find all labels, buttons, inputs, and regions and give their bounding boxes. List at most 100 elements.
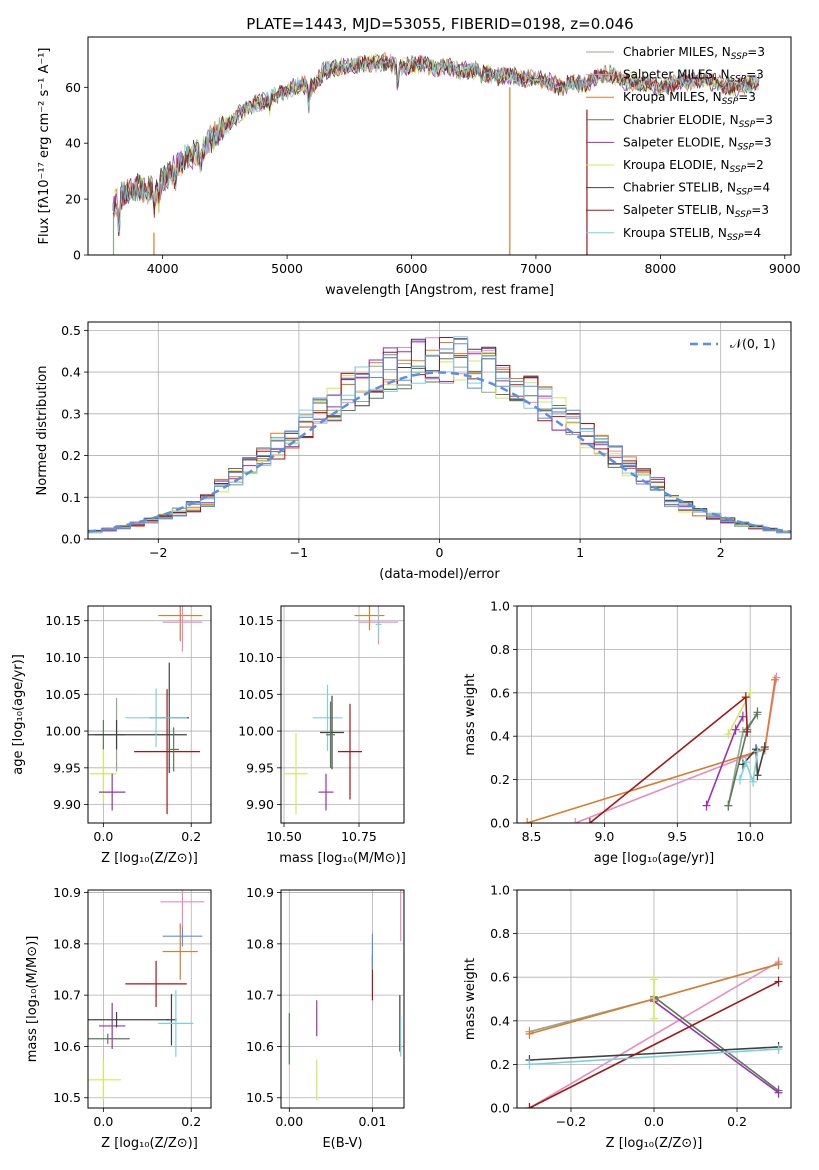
age_vs_Z-ylabel: age [log₁₀(age/yr)] — [11, 654, 26, 775]
y-tick-label: 1.0 — [490, 883, 510, 898]
mass_vs_ebv-axes: 0.00 0.01 10.5 10.6 10.7 10.8 10.9 E(B-V) — [246, 885, 405, 1151]
spectrum-marks — [112, 51, 760, 255]
spectrum-xlabel: wavelength [Angstrom, rest frame] — [325, 283, 554, 298]
legend-entry: Salpeter MILES, NSSP=3 — [623, 68, 764, 85]
figure-title: PLATE=1443, MJD=53055, FIBERID=0198, z=0… — [246, 15, 633, 33]
y-tick-label: 10.15 — [45, 613, 81, 628]
y-tick-label: 0.5 — [61, 323, 81, 338]
y-tick-label: 10.10 — [238, 650, 274, 665]
x-tick-label: −0.2 — [556, 1114, 586, 1129]
legend-suffix: =2 — [746, 158, 764, 172]
age_vs_mass-frame — [280, 605, 405, 824]
legend-text: Chabrier ELODIE, N — [623, 113, 739, 127]
weight_vs_Z-xlabel: Z [log₁₀(Z/Z⊙)] — [606, 1136, 703, 1151]
legend-entry: Salpeter STELIB, NSSP=3 — [623, 203, 769, 220]
weight-series-line — [526, 679, 776, 823]
histogram-series-step — [88, 336, 791, 533]
legend-suffix: =3 — [751, 203, 769, 217]
mass_vs_ebv-marks — [288, 890, 402, 1101]
x-tick-label: 7000 — [520, 261, 552, 276]
weight-series-line — [653, 996, 779, 1092]
y-tick-label: 10.05 — [238, 687, 274, 702]
legend-suffix: =4 — [743, 226, 761, 240]
y-tick-label: 0.6 — [490, 685, 510, 700]
x-tick-label: 0.2 — [181, 1114, 201, 1129]
x-tick-label: 0.00 — [275, 1114, 303, 1129]
legend-suffix: =3 — [747, 45, 765, 59]
legend-subscript: SSP — [737, 142, 754, 152]
weight-series-line — [529, 980, 779, 1108]
legend-entry: Kroupa STELIB, NSSP=4 — [623, 226, 761, 243]
y-tick-label: 10.9 — [53, 885, 81, 900]
y-tick-label: 0.0 — [490, 1101, 510, 1116]
residuals-xlabel: (data-model)/error — [379, 567, 500, 582]
y-tick-label: 0.3 — [61, 406, 81, 421]
legend-text: Salpeter MILES, N — [623, 68, 730, 82]
y-tick-label: 0.6 — [490, 970, 510, 985]
y-tick-label: 0.4 — [61, 365, 81, 380]
residuals-axes: −2 −1 0 1 2 0.0 0.1 0.2 0.3 0.4 0.5 (data-model)/er… — [35, 321, 792, 582]
legend-text: Kroupa MILES, N — [623, 90, 722, 104]
x-tick-label: 0.2 — [727, 1114, 747, 1129]
plots-group: 4000 5000 6000 7000 8000 90000204060wavelengt… — [11, 36, 801, 1151]
legend-text: Kroupa STELIB, N — [623, 226, 727, 240]
x-tick-label: 0.0 — [93, 829, 113, 844]
x-tick-label: 9000 — [769, 261, 801, 276]
mass_vs_Z-axes: 0.0 0.2 10.5 10.6 10.7 10.8 10.9 Z [log₁₀(Z/Z⊙)… — [25, 885, 212, 1151]
weight_vs_age-xlabel: age [log₁₀(age/yr)] — [594, 851, 715, 866]
x-tick-label: 2 — [717, 545, 725, 560]
y-tick-label: 9.95 — [53, 760, 81, 775]
y-tick-label: 10.00 — [238, 724, 274, 739]
residuals-ylabel: Normed distribution — [35, 366, 50, 496]
legend-entry: Salpeter ELODIE, NSSP=3 — [623, 135, 772, 152]
x-tick-label: 8.5 — [522, 829, 542, 844]
age_vs_mass-xlabel: mass [log₁₀(M/M⊙)] — [279, 851, 406, 866]
legend-suffix: =4 — [753, 181, 771, 195]
y-tick-label: 20 — [65, 192, 81, 207]
legend-entry: Chabrier STELIB, NSSP=4 — [623, 181, 770, 198]
y-tick-label: 40 — [65, 136, 81, 151]
weight_vs_Z-ylabel: mass weight — [463, 958, 478, 1040]
age_vs_Z-frame — [87, 605, 212, 824]
legend-text: Chabrier MILES, N — [623, 45, 731, 59]
age_vs_mass-axes: 10.50 10.75 9.90 9.95 10.00 10.05 10.10 10.15 ma… — [238, 605, 406, 866]
legend-subscript: SSP — [731, 52, 748, 62]
legend-subscript: SSP — [722, 97, 739, 107]
legend-entry: 𝒩(0, 1) — [730, 336, 776, 351]
weight-series-line — [529, 961, 779, 1108]
x-tick-label: 0.01 — [358, 1114, 386, 1129]
legend-suffix: =3 — [755, 113, 773, 127]
legend-subscript: SSP — [739, 120, 756, 130]
legend-text: Salpeter STELIB, N — [623, 203, 735, 217]
weight_vs_Z-marks — [525, 956, 783, 1108]
y-tick-label: 0.0 — [490, 816, 510, 831]
y-tick-label: 10.5 — [246, 1090, 274, 1105]
legend-entry: Chabrier ELODIE, NSSP=3 — [623, 113, 773, 130]
mass_vs_Z-marks — [88, 890, 205, 1101]
y-tick-label: 0.2 — [61, 448, 81, 463]
y-tick-label: 10.6 — [53, 1039, 81, 1054]
spectrum-axes: 4000 5000 6000 7000 8000 9000 0 20 40 60 wavelengt… — [37, 36, 801, 298]
y-tick-label: 0.2 — [490, 772, 510, 787]
y-tick-label: 0.0 — [61, 532, 81, 547]
legend-subscript: SSP — [736, 188, 753, 198]
y-tick-label: 10.6 — [246, 1039, 274, 1054]
x-tick-label: −2 — [149, 545, 167, 560]
weight_vs_age-frame — [516, 605, 792, 824]
y-tick-label: 0.8 — [490, 642, 510, 657]
legend-entry: Kroupa ELODIE, NSSP=2 — [623, 158, 764, 175]
weight-series-line — [742, 746, 766, 776]
x-tick-label: 0.0 — [93, 1114, 113, 1129]
age_vs_mass-marks — [284, 606, 398, 815]
legend-subscript: SSP — [727, 233, 744, 243]
y-tick-label: 10.7 — [246, 988, 274, 1003]
y-tick-label: 0.1 — [61, 490, 81, 505]
x-tick-label: 0 — [436, 545, 444, 560]
spectrum-ylabel: Flux [fλ10⁻¹⁷ erg cm⁻² s⁻¹ A⁻¹] — [37, 48, 52, 245]
weight_vs_Z-axes: −0.2 0.0 0.2 0.0 0.2 0.4 0.6 0.8 1.0 Z [log₁₀(Z/Z… — [463, 883, 792, 1151]
y-tick-label: 10.8 — [53, 936, 81, 951]
y-tick-label: 60 — [65, 80, 81, 95]
y-tick-label: 9.90 — [246, 797, 274, 812]
gaussian-curve — [88, 371, 791, 533]
